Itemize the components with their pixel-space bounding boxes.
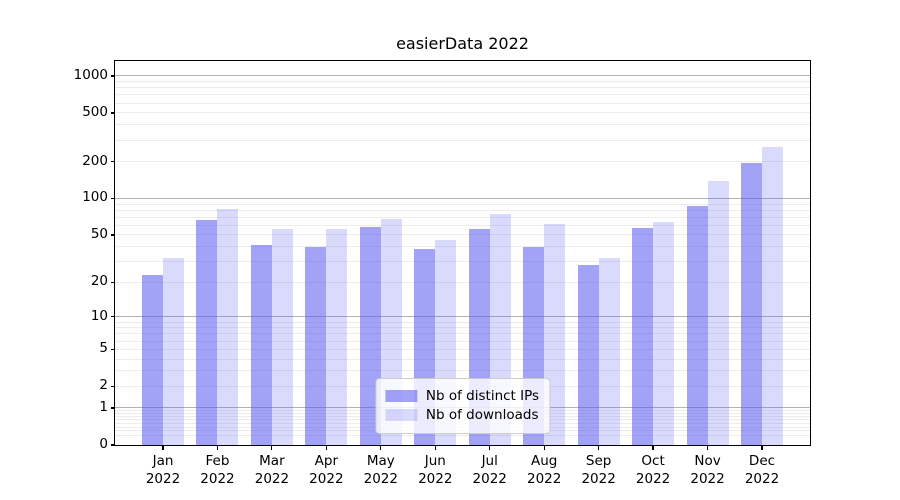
x-tick-mark [761, 446, 763, 450]
gridline-minor [115, 139, 810, 141]
bar-nb-of-distinct-ips-apr-2022 [305, 246, 327, 445]
x-tick-label: Nov 2022 [690, 453, 725, 487]
legend: Nb of distinct IPs Nb of downloads [374, 378, 551, 434]
gridline-minor [115, 340, 810, 342]
bar-nb-of-downloads-mar-2022 [271, 229, 293, 445]
x-tick-label: Jun 2022 [418, 453, 453, 487]
gridline-minor [115, 216, 810, 218]
y-tick-label: 10 [90, 307, 108, 324]
y-tick-label: 500 [82, 103, 108, 120]
x-tick-label: Sep 2022 [581, 453, 616, 487]
gridline-major [115, 197, 810, 199]
x-tick-label: Feb 2022 [200, 453, 235, 487]
legend-swatch-distinct-ips [384, 390, 417, 402]
x-tick-label: Jan 2022 [145, 453, 181, 487]
gridline-minor [115, 161, 810, 163]
y-tick-mark [111, 385, 115, 387]
x-tick-mark [271, 446, 273, 450]
x-tick-label: Aug 2022 [526, 453, 562, 487]
y-tick-mark [111, 407, 115, 409]
y-tick-mark [111, 112, 115, 114]
gridline-minor [115, 370, 810, 372]
x-tick-mark [216, 446, 219, 450]
x-tick-mark [325, 446, 327, 450]
gridline-minor [115, 94, 810, 96]
y-tick-mark [111, 444, 115, 446]
y-tick-mark [111, 161, 115, 163]
x-tick-mark [598, 446, 600, 450]
gridline-minor [115, 203, 810, 205]
y-tick-label: 1 [99, 398, 108, 415]
bar-nb-of-downloads-dec-2022 [762, 146, 783, 445]
y-tick-label: 2 [99, 377, 108, 394]
x-tick-label: Apr 2022 [309, 453, 344, 487]
bar-nb-of-distinct-ips-oct-2022 [632, 228, 654, 445]
bar-nb-of-distinct-ips-nov-2022 [686, 205, 708, 445]
bar-nb-of-distinct-ips-feb-2022 [196, 220, 218, 445]
x-tick-mark [706, 446, 709, 450]
x-tick-mark [652, 446, 654, 450]
chart-title: easierData 2022 [396, 34, 529, 53]
gridline-minor [115, 112, 810, 114]
gridline-minor [115, 87, 810, 89]
legend-item-downloads: Nb of downloads [384, 407, 539, 423]
gridline-minor [115, 333, 810, 335]
bar-nb-of-distinct-ips-mar-2022 [250, 245, 272, 445]
gridline-minor [115, 124, 810, 126]
bar-nb-of-distinct-ips-sep-2022 [577, 265, 599, 445]
y-tick-label: 100 [82, 189, 108, 206]
gridline-minor [115, 434, 810, 436]
x-tick-mark [162, 446, 164, 450]
gridline-minor [115, 281, 810, 283]
x-tick-mark [380, 446, 382, 450]
gridline-minor [115, 261, 810, 263]
bar-nb-of-downloads-oct-2022 [653, 222, 675, 445]
y-tick-mark [111, 234, 115, 236]
legend-swatch-downloads [384, 409, 417, 421]
legend-item-distinct-ips: Nb of distinct IPs [384, 388, 540, 404]
bar-nb-of-downloads-apr-2022 [326, 229, 348, 445]
y-tick-mark [111, 197, 115, 200]
y-tick-label: 200 [82, 152, 108, 169]
plot-area: Nb of distinct IPs Nb of downloads [114, 60, 811, 446]
legend-label-distinct-ips: Nb of distinct IPs [425, 388, 540, 404]
y-tick-mark [111, 75, 115, 77]
legend-label-downloads: Nb of downloads [425, 407, 539, 423]
x-tick-label: Jul 2022 [472, 453, 507, 487]
gridline-minor [115, 224, 810, 226]
bar-nb-of-downloads-feb-2022 [217, 208, 239, 445]
gridline-minor [115, 234, 810, 236]
gridline-minor [115, 102, 810, 104]
y-tick-label: 0 [99, 436, 108, 452]
bar-nb-of-distinct-ips-dec-2022 [741, 163, 762, 445]
x-tick-label: Oct 2022 [635, 453, 671, 487]
bar-nb-of-downloads-nov-2022 [707, 180, 729, 445]
x-tick-label: May 2022 [363, 453, 398, 487]
y-tick-mark [111, 281, 115, 283]
gridline-minor [115, 358, 810, 360]
gridline-minor [115, 321, 810, 323]
gridline-minor [115, 327, 810, 329]
y-tick-label: 5 [99, 340, 108, 357]
x-tick-label: Dec 2022 [744, 453, 780, 487]
bar-nb-of-distinct-ips-jan-2022 [142, 275, 163, 445]
gridline-major [115, 316, 810, 318]
x-tick-mark [434, 446, 436, 450]
x-tick-label: Mar 2022 [254, 453, 290, 487]
y-tick-label: 1000 [73, 66, 108, 83]
gridline-major [115, 75, 810, 77]
y-tick-mark [111, 316, 115, 318]
bar-nb-of-downloads-jan-2022 [163, 258, 184, 445]
gridline-minor [115, 348, 810, 350]
bar-nb-of-downloads-sep-2022 [598, 258, 620, 445]
y-tick-label: 20 [90, 273, 108, 290]
x-tick-mark [543, 446, 545, 450]
gridline-minor [115, 246, 810, 248]
gridline-minor [115, 209, 810, 211]
y-tick-label: 50 [90, 225, 108, 242]
gridline-minor [115, 81, 810, 83]
y-tick-mark [111, 348, 115, 350]
x-tick-mark [489, 446, 491, 450]
